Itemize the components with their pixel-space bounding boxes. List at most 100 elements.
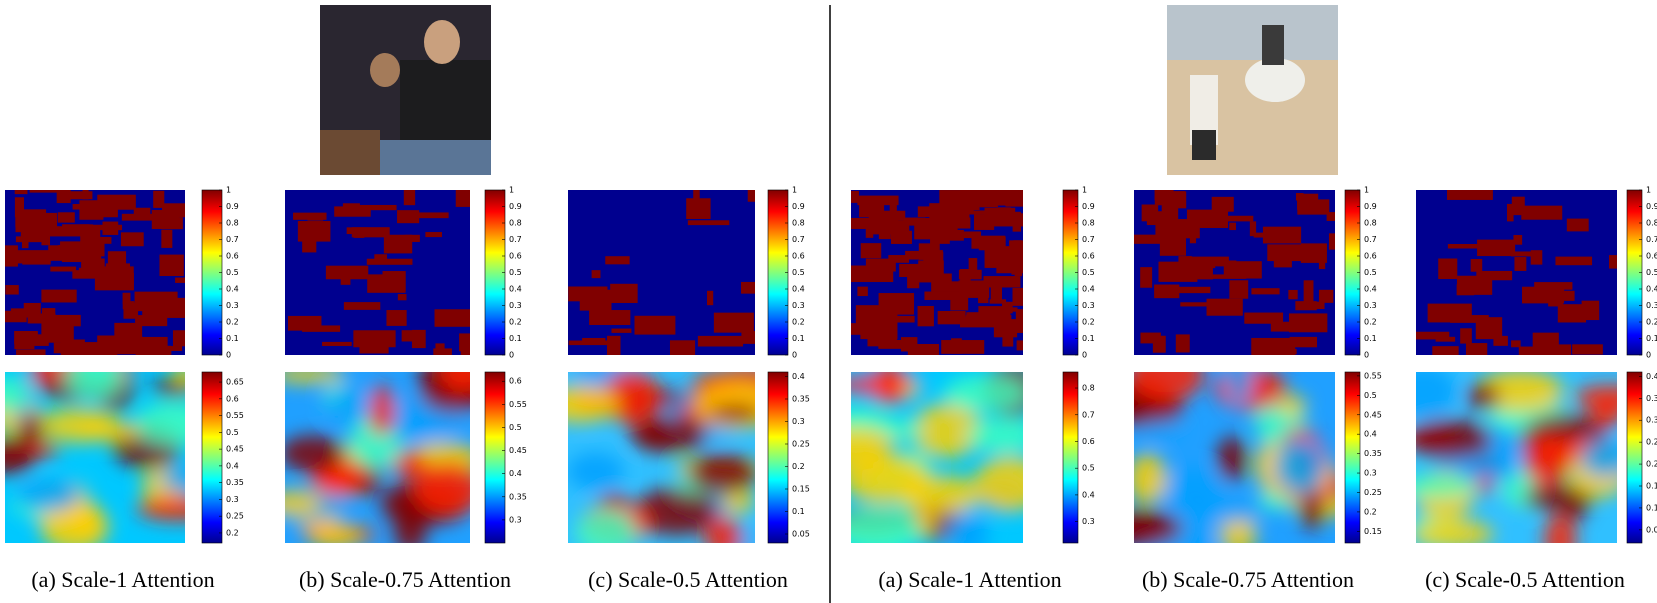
- binary-map: [851, 190, 1023, 355]
- map-patch: [351, 227, 390, 238]
- map-patch: [918, 260, 944, 279]
- colorbar-tick-label: 0.4: [1646, 285, 1657, 294]
- map-patch: [941, 340, 985, 354]
- map-blob: [1574, 384, 1617, 409]
- map-patch: [44, 226, 87, 237]
- map-patch: [1514, 257, 1527, 271]
- map-blob: [911, 403, 983, 459]
- map-blob: [704, 516, 742, 543]
- map-blob: [870, 372, 908, 405]
- caption: (c) Scale-0.5 Attention: [1425, 567, 1625, 592]
- map-patch: [353, 230, 365, 238]
- map-patch: [741, 331, 755, 344]
- map-patch: [460, 348, 470, 355]
- map-content: [5, 372, 185, 543]
- map-blob: [439, 372, 470, 393]
- map-patch: [50, 266, 77, 272]
- colorbar-tick-label: 0.2: [509, 318, 522, 327]
- map-blob: [1214, 372, 1287, 411]
- colorbar-tick-label: 0.8: [1082, 219, 1095, 228]
- map-patch: [302, 237, 317, 253]
- colorbar-tick-label: 0.5: [792, 268, 805, 277]
- map-blob: [1563, 493, 1587, 521]
- map-patch: [302, 325, 341, 332]
- map-patch: [950, 294, 969, 311]
- attention-map: [1416, 372, 1617, 543]
- map-patch: [589, 310, 631, 325]
- map-patch: [960, 269, 971, 282]
- map-patch: [924, 291, 966, 300]
- colorbar-tick-label: 0.5: [1646, 268, 1657, 277]
- map-patch: [56, 190, 71, 204]
- colorbar-tick-label: 0.1: [792, 334, 805, 343]
- colorbar-tick-label: 0.15: [1646, 482, 1657, 491]
- caption: (c) Scale-0.5 Attention: [588, 567, 788, 592]
- colorbar-tick-label: 0.7: [792, 235, 805, 244]
- map-patch: [634, 315, 676, 335]
- map-patch: [905, 250, 927, 260]
- map-content: [285, 372, 470, 543]
- map-patch: [1513, 235, 1523, 245]
- attention-map: [568, 372, 755, 543]
- colorbar: [1344, 371, 1361, 544]
- colorbar-tick-label: 0.7: [1646, 235, 1657, 244]
- map-patch: [5, 310, 27, 323]
- colorbar-tick-label: 0.1: [1082, 334, 1095, 343]
- map-patch: [14, 197, 25, 218]
- colorbar-tick-label: 0.35: [1646, 394, 1657, 403]
- colorbar-tick-label: 0.4: [792, 285, 805, 294]
- map-blob: [1416, 372, 1458, 419]
- map-content: [1416, 372, 1617, 543]
- map-patch: [669, 340, 696, 355]
- map-patch: [1244, 312, 1284, 324]
- map-patch: [41, 323, 74, 343]
- colorbar-tick-label: 0.2: [1646, 318, 1657, 327]
- map-patch: [907, 343, 939, 355]
- colorbar: [201, 371, 223, 544]
- map-patch: [41, 308, 56, 324]
- map-patch: [1186, 209, 1229, 228]
- colorbar-tick-label: 0.4: [1082, 490, 1095, 499]
- map-blob: [1216, 435, 1247, 482]
- map-patch: [954, 224, 970, 229]
- map-patch: [1581, 300, 1600, 321]
- map-patch: [1300, 301, 1325, 310]
- map-patch: [1476, 270, 1513, 281]
- map-patch: [1435, 336, 1456, 342]
- colorbar-tick-label: 0.3: [509, 515, 522, 524]
- map-blob: [1416, 418, 1491, 460]
- map-blob: [1524, 435, 1568, 488]
- colorbar-tick-label: 0.55: [1364, 371, 1382, 380]
- colorbar-tick-label: 0.25: [1646, 438, 1657, 447]
- colorbar-tick-label: 0.9: [1082, 202, 1095, 211]
- map-patch: [1566, 218, 1589, 232]
- colorbar: [1626, 371, 1643, 544]
- map-content: [568, 190, 755, 355]
- map-patch: [1470, 259, 1483, 272]
- map-patch: [15, 209, 47, 221]
- map-blob: [162, 465, 185, 492]
- map-patch: [135, 315, 168, 327]
- map-patch: [133, 207, 151, 217]
- map-patch: [5, 285, 19, 295]
- map-patch: [57, 212, 75, 223]
- colorbar-tick-label: 0.6: [1082, 437, 1095, 446]
- map-patch: [931, 281, 969, 292]
- colorbar-tick-label: 0.9: [509, 202, 522, 211]
- map-patch: [397, 294, 407, 301]
- colorbar-tick-label: 0: [1364, 351, 1369, 360]
- attention-map: [851, 372, 1023, 543]
- map-patch: [41, 289, 77, 303]
- map-blobs: [1134, 372, 1335, 543]
- map-patch: [987, 314, 996, 327]
- map-patch: [397, 210, 420, 224]
- colorbar-tick-label: 0.6: [1364, 252, 1377, 261]
- colorbar-tick-label: 0.5: [226, 268, 239, 277]
- map-patch: [70, 191, 93, 200]
- map-patch: [877, 315, 915, 323]
- map-patch: [860, 243, 882, 259]
- map-patch: [1229, 222, 1237, 231]
- map-patch: [1318, 251, 1326, 270]
- map-patch: [175, 277, 185, 283]
- map-blob: [973, 456, 1023, 512]
